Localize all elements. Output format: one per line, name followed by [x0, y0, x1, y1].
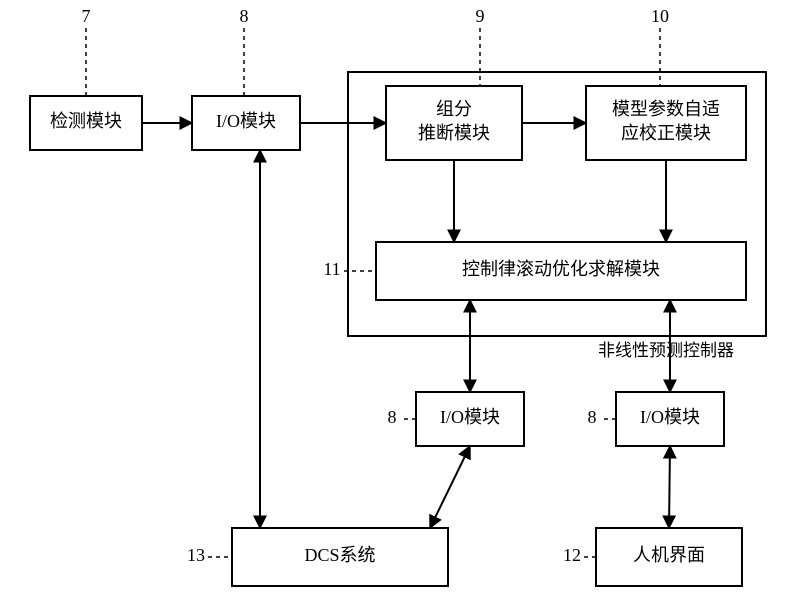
diagram-canvas: 非线性预测控制器 检测模块 I/O模块 组分推断模块 模型参数自适应校正模块控制律滚动优… [0, 0, 800, 613]
node-adapt-text1: 模型参数自适 [612, 99, 720, 119]
node-dcs-text: DCS系统 [304, 545, 375, 565]
node-opt-text: 控制律滚动优化求解模块 [462, 259, 660, 279]
node-hmi-text: 人机界面 [633, 545, 705, 565]
node-detect-text: 检测模块 [50, 111, 122, 131]
ref-l8a: 8 [240, 6, 249, 26]
ref-l11: 11 [323, 259, 340, 279]
node-infer-text2: 推断模块 [418, 123, 490, 143]
ref-l8c: 8 [588, 407, 597, 427]
node-io_mid_l-text: I/O模块 [440, 407, 500, 427]
controller-caption: 非线性预测控制器 [598, 341, 734, 360]
ref-l13: 13 [187, 545, 205, 565]
node-io_top-text: I/O模块 [216, 111, 276, 131]
arrow-io_mid_l-dcs [430, 446, 470, 528]
ref-l12: 12 [563, 545, 581, 565]
ref-l7: 7 [82, 6, 91, 26]
ref-l9: 9 [476, 6, 485, 26]
ref-l10: 10 [651, 6, 669, 26]
arrow-io_mid_r-hmi [669, 446, 670, 528]
node-io_mid_r-text: I/O模块 [640, 407, 700, 427]
node-adapt-text2: 应校正模块 [621, 123, 711, 143]
node-infer-text1: 组分 [436, 99, 472, 119]
ref-l8b: 8 [388, 407, 397, 427]
